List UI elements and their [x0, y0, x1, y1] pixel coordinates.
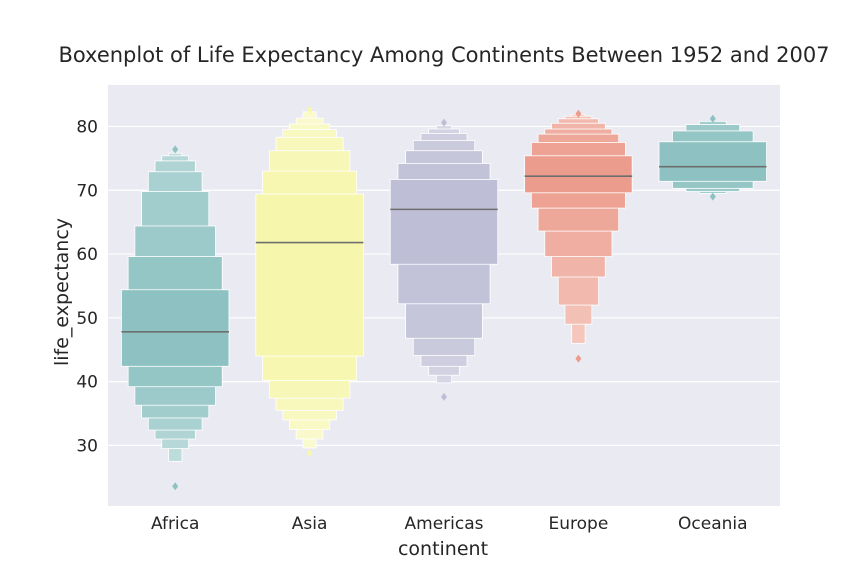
y-tick-label-80: 80: [76, 117, 98, 137]
x-axis-label: continent: [398, 538, 488, 560]
y-tick-label-40: 40: [76, 373, 98, 393]
outlier-africa-0: [172, 482, 179, 491]
y-tick-label-30: 30: [76, 436, 98, 456]
boxen-africa-level-0: [121, 289, 230, 367]
x-tick-label-oceania: Oceania: [678, 514, 748, 534]
boxen-americas-level-0: [389, 179, 499, 265]
y-tick-label-60: 60: [76, 245, 98, 265]
outlier-africa-1: [172, 145, 179, 154]
y-tick-label-70: 70: [76, 181, 98, 201]
outlier-americas-1: [441, 118, 447, 127]
x-axis-ticks: Africa Asia Americas Europe Oceania: [151, 514, 748, 534]
y-axis-ticks: 30 40 50 60 70 80: [76, 117, 98, 456]
outlier-americas-0: [441, 392, 447, 401]
chart-title: Boxenplot of Life Expectancy Among Conti…: [58, 43, 829, 67]
x-tick-label-europe: Europe: [549, 514, 609, 534]
outlier-europe-0: [575, 354, 582, 363]
y-axis-label: life_expectancy: [51, 218, 73, 366]
outlier-oceania-0: [709, 192, 716, 201]
y-tick-label-50: 50: [76, 309, 98, 329]
boxen-oceania-level-0: [658, 141, 767, 182]
boxen-asia: [255, 105, 364, 458]
boxen-series: [121, 105, 767, 491]
boxen-americas: [389, 118, 499, 401]
boxen-europe-level-0: [524, 155, 633, 194]
outlier-oceania-1: [709, 114, 716, 123]
x-tick-label-americas: Americas: [405, 514, 484, 534]
x-tick-label-africa: Africa: [151, 514, 200, 534]
outlier-europe-1: [575, 109, 582, 118]
x-tick-label-asia: Asia: [292, 514, 328, 534]
outlier-asia-0: [306, 449, 313, 458]
boxen-africa: [121, 145, 230, 491]
boxen-oceania: [658, 114, 767, 201]
boxen-europe: [524, 109, 633, 363]
outlier-asia-1: [306, 105, 313, 114]
boxen-asia-level-0: [255, 193, 364, 357]
